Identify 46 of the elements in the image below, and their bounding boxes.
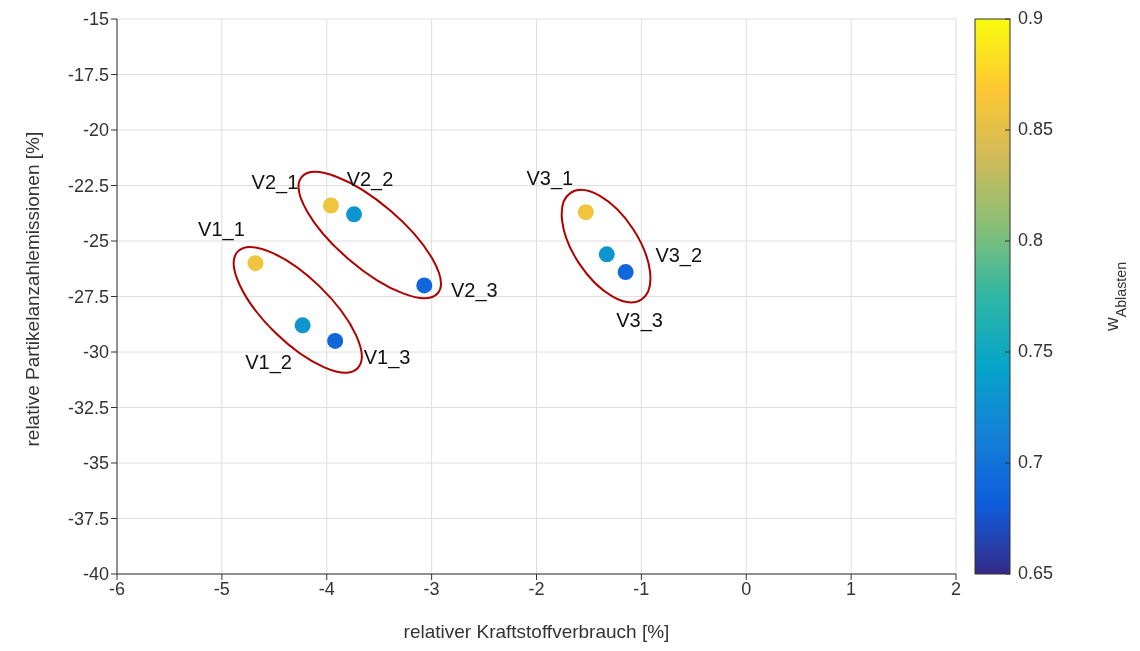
y-tick-label: -35	[82, 453, 109, 474]
y-tick-label: -40	[82, 564, 109, 585]
color-bar-label: 0.9	[1018, 7, 1044, 28]
x-tick-label: -4	[318, 578, 335, 599]
x-tick-label: -2	[528, 578, 545, 599]
point	[577, 204, 594, 221]
point	[327, 332, 344, 349]
x-tick-label: 2	[950, 578, 962, 599]
x-axis-title: relativer Kraftstoffverbrauch [%]	[403, 621, 670, 642]
color-bar-label: 0.75	[1018, 340, 1054, 361]
annotation: V2_1	[251, 170, 299, 194]
y-tick-label: -27.5	[67, 286, 109, 307]
point	[346, 206, 363, 223]
color-bar-label: 0.85	[1018, 118, 1054, 139]
x-tick-label: 0	[741, 578, 752, 599]
annotation: V2_3	[450, 278, 498, 302]
y-tick-label: -20	[82, 120, 109, 141]
color-bar-label: 0.65	[1018, 562, 1054, 583]
y-tick-label: -37.5	[67, 508, 109, 529]
x-tick-label: -3	[423, 578, 440, 599]
x-tick-label: -5	[213, 578, 230, 599]
annotation: V1_3	[363, 346, 411, 370]
y-tick-label: -30	[82, 342, 109, 363]
y-axis-title: relative Partikelanzahlemissionen [%]	[21, 131, 43, 447]
point	[247, 255, 264, 272]
annotation: V1_2	[245, 350, 292, 374]
point	[294, 317, 311, 334]
y-tick-label: -17.5	[67, 64, 109, 85]
x-tick-label: -6	[108, 578, 126, 599]
annotation: V3_1	[526, 167, 574, 191]
point	[322, 197, 339, 214]
x-tick-label: 1	[846, 578, 857, 599]
point	[598, 246, 615, 263]
point	[416, 277, 433, 294]
color-bar-label: 0.8	[1018, 229, 1044, 250]
y-tick-label: -22.5	[67, 175, 109, 196]
x-tick-label: -1	[633, 578, 650, 599]
annotation: V3_2	[655, 243, 703, 267]
y-tick-label: -15	[82, 9, 109, 30]
color-bar-label: 0.7	[1018, 451, 1044, 472]
annotation: V1_1	[198, 218, 245, 242]
annotation: V2_2	[346, 167, 394, 191]
point	[617, 264, 634, 281]
y-tick-label: -25	[82, 231, 109, 252]
annotation: V3_3	[616, 309, 663, 333]
y-tick-label: -32.5	[67, 397, 109, 418]
